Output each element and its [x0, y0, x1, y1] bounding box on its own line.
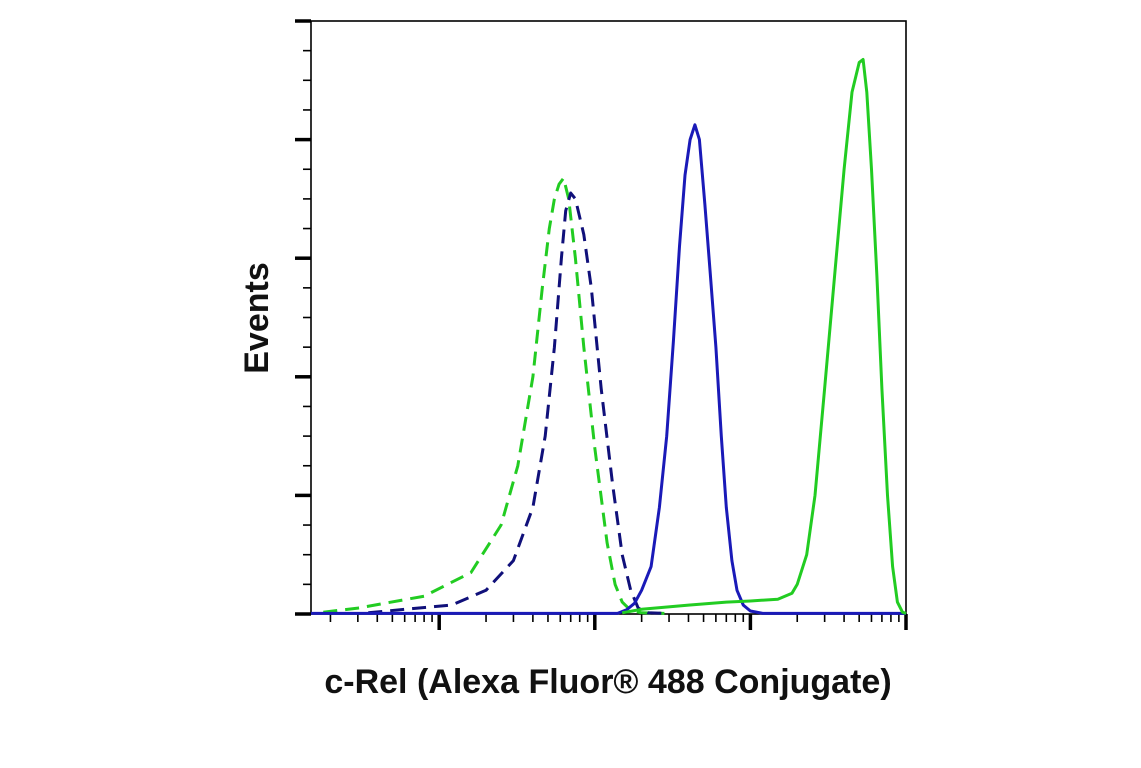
histogram-series-1-dashed — [323, 176, 665, 615]
y-axis-title: Events — [238, 262, 276, 374]
x-axis-title: c-Rel (Alexa Fluor® 488 Conjugate) — [324, 663, 891, 701]
histogram-series-3-solid — [311, 123, 906, 615]
axes — [295, 19, 908, 630]
histogram-series-4-solid — [621, 58, 907, 615]
plot-series — [311, 58, 907, 615]
plot-frame — [310, 20, 907, 615]
histogram-series-2-dashed — [368, 191, 665, 615]
